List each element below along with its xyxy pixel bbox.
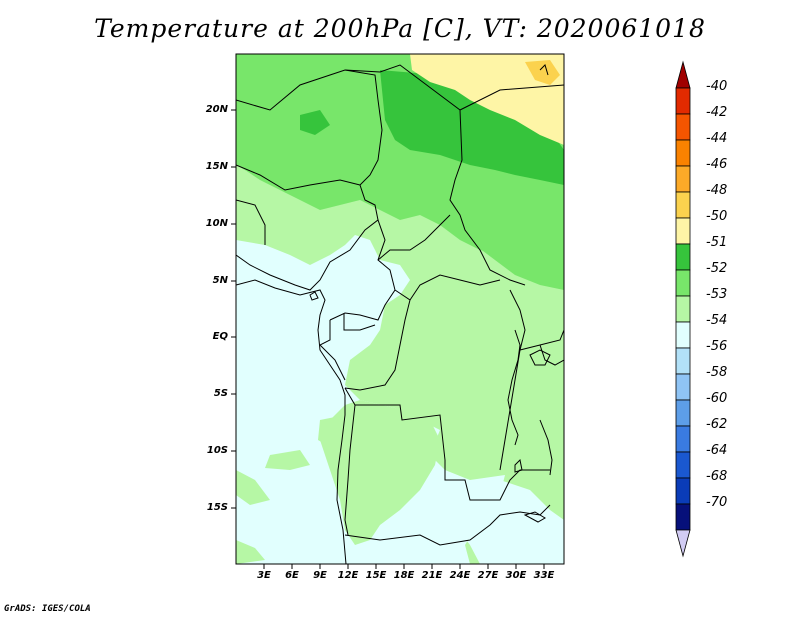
colorbar-label: -50 xyxy=(706,209,728,224)
field-hot-patch xyxy=(410,54,564,145)
coastline xyxy=(236,279,347,564)
colorbar-label: -60 xyxy=(706,391,728,406)
lake-outline xyxy=(523,511,546,523)
colorbar-swatch xyxy=(675,451,691,479)
lon-label: 18E xyxy=(393,570,415,581)
lon-label: 12E xyxy=(337,570,359,581)
lon-label: 21E xyxy=(421,570,443,581)
map-borders xyxy=(236,64,564,564)
colorbar-swatch xyxy=(675,321,691,349)
lon-label: 15E xyxy=(365,570,387,581)
colorbar-swatch xyxy=(675,113,691,141)
border-line xyxy=(377,214,451,261)
colorbar-label: -68 xyxy=(706,469,728,484)
field-mid-patch-4 xyxy=(236,540,265,564)
lon-label: 33E xyxy=(533,570,555,581)
colorbar-swatch xyxy=(675,425,691,453)
island-outline xyxy=(309,291,319,301)
lake-outline xyxy=(507,329,521,446)
lat-label: 5N xyxy=(212,275,228,286)
colorbar-swatch xyxy=(675,347,691,375)
field-cold-southeast xyxy=(445,480,564,564)
border-line xyxy=(236,199,266,245)
lat-label: 20N xyxy=(205,104,228,115)
border-line xyxy=(236,219,396,321)
border-line xyxy=(459,84,564,111)
lat-label: 15S xyxy=(206,502,228,513)
colorbar-label: -44 xyxy=(706,131,728,146)
colorbar-arrow-bottom xyxy=(675,529,691,558)
colorbar-swatch xyxy=(675,243,691,271)
border-line xyxy=(236,164,361,191)
border-line xyxy=(409,274,501,301)
field-warm-east xyxy=(460,205,564,290)
lat-label: EQ xyxy=(212,331,228,342)
border-line xyxy=(344,387,550,501)
colorbar-label: -48 xyxy=(706,183,728,198)
border-line xyxy=(343,313,376,331)
colorbar-label: -42 xyxy=(706,105,728,120)
credit-text: GrADS: IGES/COLA xyxy=(4,604,91,614)
lat-label: 15N xyxy=(205,161,228,172)
border-line xyxy=(344,289,411,391)
field-cold-west xyxy=(236,240,380,470)
lat-label: 10S xyxy=(206,445,228,456)
map-title: Temperature at 200hPa [C], VT: 202006101… xyxy=(94,14,706,43)
colorbar xyxy=(675,60,691,558)
border-line xyxy=(499,289,526,471)
field-mid-south xyxy=(320,400,440,545)
colorbar-label: -52 xyxy=(706,261,728,276)
field-mid-patch-3 xyxy=(236,470,270,505)
lon-label: 9E xyxy=(313,570,327,581)
lake-outline xyxy=(529,349,551,366)
colorbar-label: -46 xyxy=(706,157,728,172)
colorbar-label: -51 xyxy=(706,235,728,250)
border-line xyxy=(236,69,383,221)
border-line xyxy=(519,329,564,351)
colorbar-swatch xyxy=(675,165,691,193)
colorbar-swatch xyxy=(675,503,691,531)
colorbar-swatch xyxy=(675,399,691,427)
colorbar-swatch xyxy=(675,191,691,219)
colorbar-arrow-top xyxy=(675,60,691,89)
colorbar-swatch xyxy=(675,477,691,505)
lat-label: 10N xyxy=(205,218,228,229)
plot-frame xyxy=(235,53,565,565)
colorbar-label: -70 xyxy=(706,495,728,510)
colorbar-label: -62 xyxy=(706,417,728,432)
border-line xyxy=(539,64,549,76)
lon-label: 30E xyxy=(505,570,527,581)
axis-ticks xyxy=(231,109,545,569)
lat-label: 5S xyxy=(213,388,228,399)
border-line xyxy=(344,404,356,536)
field-hotter-patch xyxy=(525,60,560,85)
colorbar-label: -53 xyxy=(706,287,728,302)
colorbar-swatch xyxy=(675,87,691,115)
field-warmer-small xyxy=(300,110,330,135)
colorbar-label: -40 xyxy=(706,79,728,94)
colorbar-swatch xyxy=(675,217,691,245)
lake-outline xyxy=(539,419,553,476)
map-field xyxy=(236,54,564,564)
colorbar-swatch xyxy=(675,373,691,401)
lon-label: 6E xyxy=(285,570,299,581)
lake-outline xyxy=(514,458,523,473)
colorbar-swatch xyxy=(675,139,691,167)
colorbar-label: -54 xyxy=(706,313,728,328)
lon-label: 3E xyxy=(257,570,271,581)
field-warmer-patch xyxy=(380,70,564,185)
lon-label: 27E xyxy=(477,570,499,581)
border-line xyxy=(344,64,526,286)
colorbar-label: -64 xyxy=(706,443,728,458)
field-mid-patch-2 xyxy=(265,450,310,470)
colorbar-swatch xyxy=(675,295,691,323)
colorbar-label: -56 xyxy=(706,339,728,354)
border-line xyxy=(539,344,564,366)
lon-label: 24E xyxy=(449,570,471,581)
colorbar-swatch xyxy=(675,269,691,297)
colorbar-label: -58 xyxy=(706,365,728,380)
